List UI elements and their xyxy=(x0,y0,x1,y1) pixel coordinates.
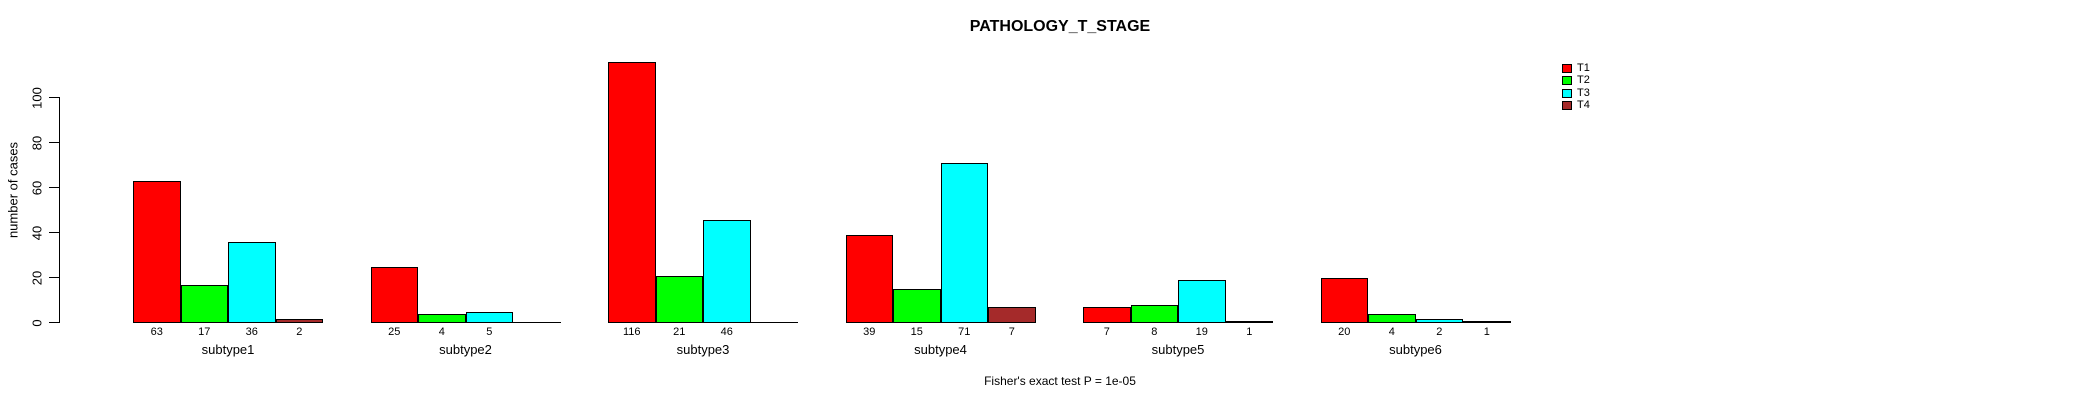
legend-swatch-T1 xyxy=(1562,64,1572,73)
bar-value-label: 5 xyxy=(486,325,493,338)
y-tick-label: 80 xyxy=(29,135,45,151)
legend-label-T1: T1 xyxy=(1577,62,1590,74)
bar-subtype2-T2 xyxy=(418,314,466,323)
y-tick xyxy=(49,142,59,143)
legend-item-T3: T3 xyxy=(1562,86,1590,99)
bar-subtype5-T3 xyxy=(1178,280,1226,323)
y-tick xyxy=(49,187,59,188)
legend-item-T1: T1 xyxy=(1562,63,1590,74)
bar-subtype2-T3 xyxy=(465,311,513,323)
bar-value-label: 1 xyxy=(1246,325,1253,338)
bar-value-label: 7 xyxy=(1008,325,1015,338)
bar-subtype6-T4 xyxy=(1463,320,1511,323)
bar-value-label: 7 xyxy=(1103,325,1110,338)
chart-title: PATHOLOGY_T_STAGE xyxy=(969,18,1151,35)
y-tick-label: 20 xyxy=(29,270,45,286)
bar-value-label: 39 xyxy=(863,325,876,338)
bar-value-label: 25 xyxy=(388,325,401,338)
category-label-subtype6: subtype6 xyxy=(1389,342,1442,357)
bar-value-label: 2 xyxy=(296,325,303,338)
bar-subtype5-T2 xyxy=(1130,305,1178,323)
bar-value-label: 20 xyxy=(1338,325,1351,338)
y-tick xyxy=(49,97,59,98)
bar-subtype6-T1 xyxy=(1320,278,1368,323)
y-tick xyxy=(49,322,59,323)
bar-subtype6-T3 xyxy=(1415,318,1463,323)
bar-subtype1-T2 xyxy=(180,284,228,323)
bar-subtype3-T2 xyxy=(655,275,703,323)
legend-swatch-T4 xyxy=(1562,101,1572,111)
category-label-subtype3: subtype3 xyxy=(676,342,730,357)
legend-swatch-T2 xyxy=(1562,76,1572,86)
bar-value-label: 21 xyxy=(673,325,686,338)
bar-subtype2-T1 xyxy=(370,266,418,323)
bar-value-label: 15 xyxy=(910,325,923,338)
bar-subtype1-T4 xyxy=(275,318,323,323)
bar-subtype4-T2 xyxy=(893,289,941,323)
bar-value-label: 63 xyxy=(150,325,163,338)
legend-swatch-T3 xyxy=(1562,88,1572,98)
category-label-subtype2: subtype2 xyxy=(439,342,492,357)
bar-value-label: 1 xyxy=(1483,325,1490,338)
bar-subtype5-T1 xyxy=(1083,307,1131,323)
bar-value-label: 2 xyxy=(1436,325,1443,338)
y-tick-label: 40 xyxy=(29,225,45,241)
bar-subtype4-T1 xyxy=(845,235,893,323)
category-label-subtype1: subtype1 xyxy=(201,342,255,357)
bar-value-label: 71 xyxy=(958,325,971,338)
bar-value-label: 46 xyxy=(720,325,733,338)
bar-subtype6-T2 xyxy=(1368,314,1416,323)
bar-subtype1-T1 xyxy=(133,181,181,323)
category-label-subtype4: subtype4 xyxy=(914,342,967,357)
legend-label-T4: T4 xyxy=(1577,99,1590,112)
bar-value-label: 36 xyxy=(245,325,258,338)
bar-value-label: 4 xyxy=(438,325,445,338)
category-label-subtype5: subtype5 xyxy=(1151,342,1205,357)
legend-item-T2: T2 xyxy=(1562,75,1590,86)
bar-subtype4-T4 xyxy=(988,307,1036,323)
bar-subtype4-T3 xyxy=(940,163,988,323)
y-tick-label: 100 xyxy=(29,87,45,109)
annotation-fishers-test: Fisher's exact test P = 1e-05 xyxy=(984,374,1136,388)
bar-value-label: 19 xyxy=(1195,325,1208,338)
y-tick-label: 60 xyxy=(29,180,45,196)
y-tick-label: 0 xyxy=(29,319,45,327)
legend-label-T3: T3 xyxy=(1577,86,1590,99)
y-axis-line xyxy=(59,97,60,323)
legend-item-T4: T4 xyxy=(1562,100,1590,111)
bar-subtype3-T3 xyxy=(703,219,751,323)
bar-subtype1-T3 xyxy=(228,242,276,323)
bar-value-label: 4 xyxy=(1388,325,1395,338)
bar-value-label: 8 xyxy=(1151,325,1158,338)
legend-label-T2: T2 xyxy=(1577,74,1590,87)
bar-subtype3-T1 xyxy=(608,62,656,323)
bar-subtype5-T4 xyxy=(1225,320,1273,323)
y-tick xyxy=(49,232,59,233)
y-tick xyxy=(49,277,59,278)
bar-value-label: 116 xyxy=(622,325,641,338)
bar-value-label: 17 xyxy=(198,325,211,338)
y-axis-label: number of cases xyxy=(5,141,21,239)
